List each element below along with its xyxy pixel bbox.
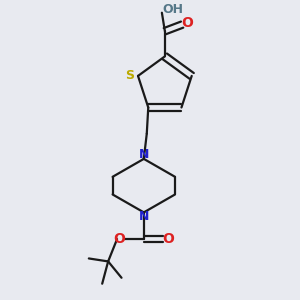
Text: O: O bbox=[163, 232, 174, 246]
Text: S: S bbox=[125, 69, 134, 82]
Text: N: N bbox=[139, 210, 149, 223]
Text: O: O bbox=[182, 16, 194, 30]
Text: O: O bbox=[113, 232, 125, 246]
Text: OH: OH bbox=[163, 3, 184, 16]
Text: N: N bbox=[139, 148, 149, 161]
